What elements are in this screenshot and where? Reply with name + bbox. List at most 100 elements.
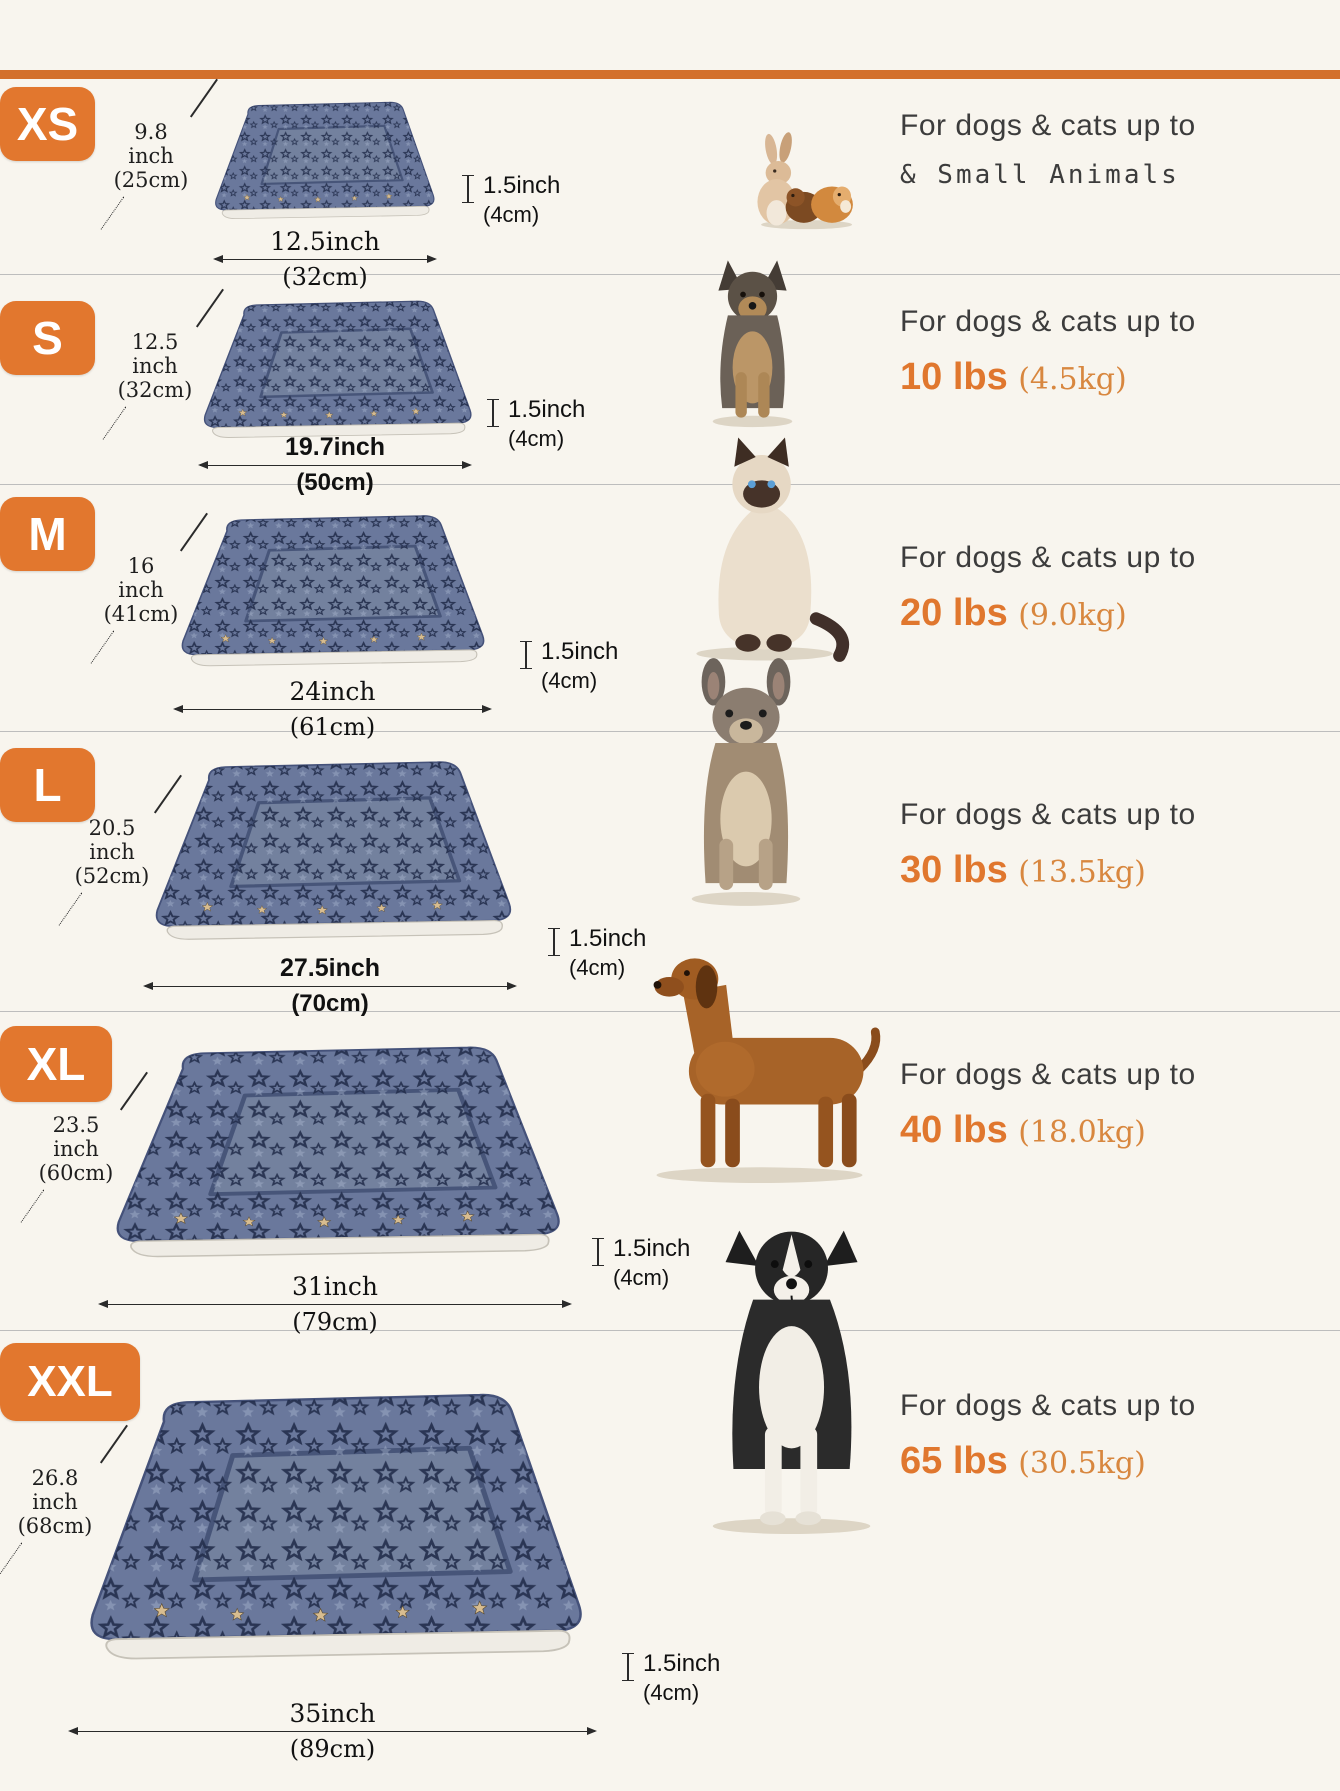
- height-value: 16: [127, 554, 155, 578]
- width-value: 19.7inch: [284, 433, 386, 461]
- suitability-text: For dogs & cats up to & Small Animals: [900, 109, 1196, 190]
- size-badge-s: S: [0, 301, 95, 375]
- width-arrow-line: [198, 461, 472, 469]
- rabbit-and-guinea-pigs-image: [738, 131, 866, 231]
- thickness-dimension: 1.5inch (4cm): [622, 1649, 720, 1707]
- height-cm: (52cm): [74, 863, 150, 888]
- suitability-text: For dogs & cats up to 20 lbs (9.0kg): [900, 541, 1196, 635]
- width-value: 31inch: [291, 1272, 378, 1301]
- height-unit: inch: [132, 353, 178, 378]
- height-value: 26.8: [31, 1466, 79, 1490]
- size-row-l: L 20.5 inch (52cm) 27.5inch (70cm) 1.5in…: [0, 658, 1340, 1017]
- size-row-m: M 16 inch (41cm) 24inch (61cm) 1.5inch (…: [0, 437, 1340, 741]
- height-cm: (25cm): [113, 167, 189, 192]
- thickness-arrow: [520, 641, 532, 669]
- width-dimension: 31inch (79cm): [90, 1272, 580, 1336]
- width-arrow-line: [143, 982, 517, 990]
- weight-limit-kg: (18.0kg): [1018, 1115, 1146, 1150]
- suitability-line2: & Small Animals: [900, 160, 1180, 190]
- width-value: 12.5inch: [270, 227, 380, 256]
- thickness-cm: (4cm): [613, 1265, 670, 1290]
- suitability-line1: For dogs & cats up to: [900, 109, 1196, 142]
- size-badge-xxl: XXL: [0, 1343, 140, 1421]
- pet-mat-image: [158, 509, 503, 674]
- height-dimension: 20.5 inch (52cm): [66, 816, 158, 889]
- width-cm: (70cm): [291, 990, 369, 1017]
- weight-limit: 10 lbs: [900, 356, 1008, 398]
- orange-header-bar: [0, 70, 1340, 79]
- size-row-xxl: XXL 26.8 inch (68cm) 35inch (89cm) 1.5in…: [0, 1230, 1340, 1791]
- thickness-arrow: [462, 175, 474, 203]
- height-cm: (60cm): [38, 1160, 114, 1185]
- thickness-value: 1.5inch: [569, 925, 647, 952]
- thickness-value: 1.5inch: [483, 172, 561, 199]
- size-row-xs: XS 9.8 inch (25cm) 12.5inch (32cm) 1.5in…: [0, 79, 1340, 291]
- width-cm: (50cm): [296, 469, 374, 496]
- weight-limit-kg: (4.5kg): [1018, 362, 1127, 397]
- size-row-s: S 12.5 inch (32cm) 19.7inch (50cm) 1.5in…: [0, 260, 1340, 496]
- thickness-cm: (4cm): [569, 955, 626, 980]
- suitability-text: For dogs & cats up to 30 lbs (13.5kg): [900, 798, 1196, 892]
- width-dimension: 12.5inch (32cm): [205, 227, 445, 291]
- thickness-arrow: [548, 928, 560, 956]
- thickness-cm: (4cm): [643, 1680, 700, 1705]
- width-cm: (89cm): [289, 1735, 376, 1763]
- dachshund-image: [632, 922, 887, 1187]
- thickness-dimension: 1.5inch (4cm): [520, 637, 618, 695]
- width-value: 35inch: [289, 1699, 376, 1728]
- weight-limit-kg: (9.0kg): [1018, 598, 1127, 633]
- weight-limit: 65 lbs: [900, 1440, 1008, 1482]
- yorkshire-terrier-image: [695, 249, 810, 429]
- height-cm: (41cm): [103, 601, 179, 626]
- pet-mat-image: [198, 97, 448, 225]
- thickness-value: 1.5inch: [643, 1650, 721, 1677]
- weight-limit-kg: (13.5kg): [1018, 855, 1146, 890]
- height-value: 20.5: [88, 816, 136, 840]
- french-bulldog-image: [672, 656, 820, 908]
- thickness-value: 1.5inch: [541, 638, 619, 665]
- thickness-dimension: 1.5inch (4cm): [462, 171, 560, 229]
- height-value: 23.5: [52, 1113, 100, 1137]
- width-dimension: 19.7inch (50cm): [190, 433, 480, 497]
- size-row-xl: XL 23.5 inch (60cm) 31inch (79cm) 1.5inc…: [0, 958, 1340, 1336]
- width-value: 27.5inch: [279, 954, 381, 982]
- size-badge-m: M: [0, 497, 95, 571]
- weight-limit-kg: (30.5kg): [1018, 1446, 1146, 1481]
- height-unit: inch: [128, 143, 174, 168]
- thickness-dimension: 1.5inch (4cm): [592, 1234, 690, 1292]
- suitability-text: For dogs & cats up to 40 lbs (18.0kg): [900, 1058, 1196, 1152]
- height-dimension: 12.5 inch (32cm): [110, 330, 200, 403]
- height-dimension: 9.8 inch (25cm): [108, 120, 194, 193]
- border-collie-image: [688, 1205, 900, 1535]
- size-badge-xl: XL: [0, 1026, 112, 1102]
- weight-limit: 30 lbs: [900, 849, 1008, 891]
- thickness-cm: (4cm): [508, 426, 565, 451]
- thickness-value: 1.5inch: [613, 1235, 691, 1262]
- height-cm: (68cm): [17, 1513, 93, 1538]
- width-cm: (61cm): [289, 713, 376, 741]
- pet-mat-image: [128, 754, 533, 949]
- top-margin: [0, 0, 1340, 70]
- thickness-arrow: [592, 1238, 604, 1266]
- width-cm: (79cm): [292, 1308, 378, 1336]
- height-unit: inch: [32, 1489, 78, 1514]
- height-dimension: 16 inch (41cm): [98, 554, 184, 627]
- siamese-cat-image: [672, 433, 857, 663]
- thickness-arrow: [487, 399, 499, 427]
- height-unit: inch: [89, 839, 135, 864]
- width-dimension: 27.5inch (70cm): [135, 954, 525, 1018]
- thickness-cm: (4cm): [483, 202, 540, 227]
- suitability-line1: For dogs & cats up to: [900, 305, 1196, 338]
- thickness-value: 1.5inch: [508, 396, 586, 423]
- pet-mat-image: [82, 1038, 587, 1268]
- width-arrow-line: [98, 1300, 572, 1308]
- width-dimension: 24inch (61cm): [165, 677, 500, 741]
- suitability-line1: For dogs & cats up to: [900, 1389, 1196, 1422]
- width-arrow-line: [213, 255, 437, 263]
- width-arrow-line: [68, 1727, 597, 1735]
- suitability-text: For dogs & cats up to 10 lbs (4.5kg): [900, 305, 1196, 399]
- size-badge-xs: XS: [0, 87, 95, 161]
- thickness-dimension: 1.5inch (4cm): [548, 924, 646, 982]
- width-arrow-line: [173, 705, 492, 713]
- height-cm: (32cm): [117, 377, 193, 402]
